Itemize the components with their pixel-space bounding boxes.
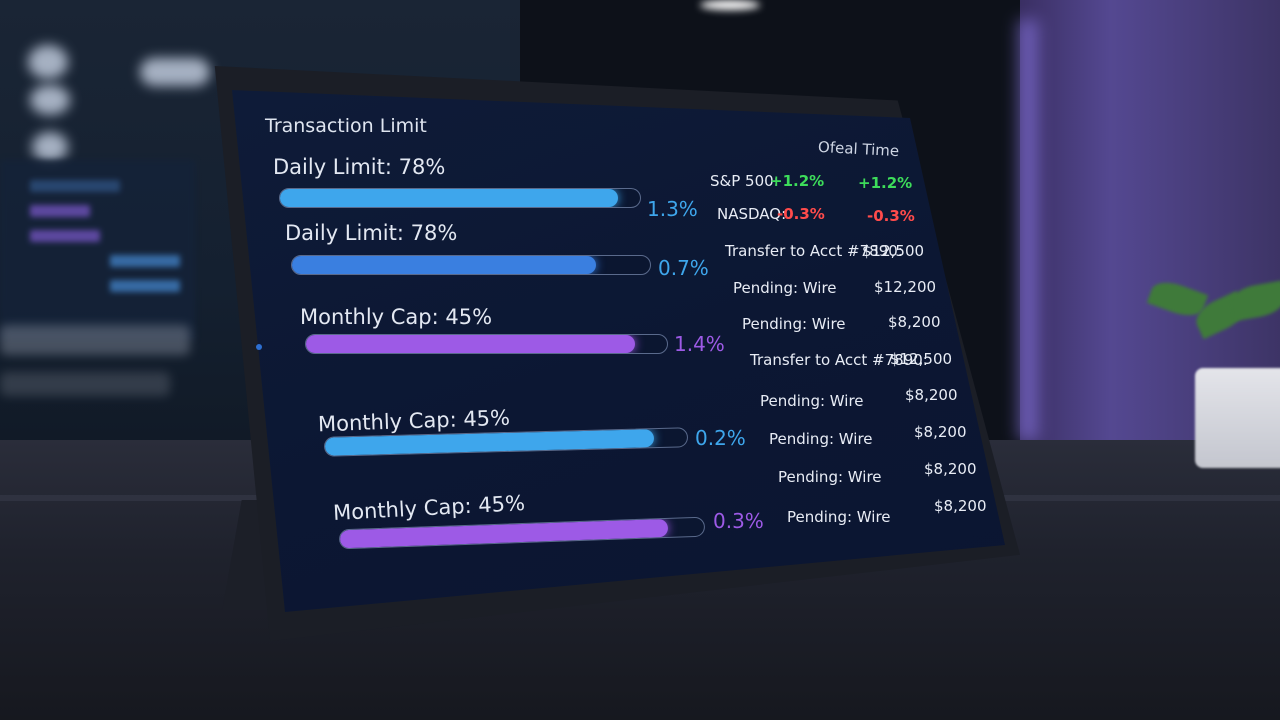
plant-pot: [1195, 368, 1280, 468]
transaction-amount: $12,500: [862, 242, 925, 260]
transaction-label: Pending: Wire: [760, 392, 864, 410]
limit-label: Daily Limit: 78%: [285, 221, 458, 245]
background-light: [140, 58, 210, 86]
background-shelf: [0, 372, 170, 396]
section-title: Transaction Limit: [265, 115, 427, 137]
transaction-label: Pending: Wire: [787, 508, 891, 526]
transaction-label: Pending: Wire: [742, 315, 846, 333]
ceiling-light: [700, 0, 760, 10]
limit-change: 1.3%: [647, 197, 698, 221]
ticker-value: +1.2%: [770, 172, 825, 190]
background-light: [30, 85, 70, 115]
background-light: [28, 45, 68, 79]
limit-change: 0.3%: [713, 509, 764, 533]
transaction-label: Pending: Wire: [733, 279, 837, 297]
camera-icon: [256, 344, 262, 350]
background-light: [32, 132, 68, 162]
ticker-name: S&P 500:: [710, 172, 779, 190]
transaction-amount: $8,200: [888, 313, 941, 331]
transaction-amount: $8,200: [924, 460, 977, 478]
ticker-value-secondary: -0.3%: [867, 207, 915, 225]
limit-progress-bar: [279, 188, 641, 208]
ticker-value-secondary: +1.2%: [858, 174, 913, 192]
limit-change: 1.4%: [674, 332, 725, 356]
limit-progress-bar: [291, 255, 651, 275]
transaction-label: Transfer to Acct #7890:: [725, 242, 903, 260]
background-monitor: [0, 160, 195, 340]
background-shelf: [0, 325, 190, 355]
limit-progress-fill: [306, 335, 635, 353]
transaction-label: Transfer to Acct #7890:: [750, 351, 928, 369]
transaction-label: Pending: Wire: [769, 430, 873, 448]
limit-progress-fill: [292, 256, 597, 274]
transaction-amount: $8,200: [934, 497, 987, 515]
background-purple-glow: [1018, 20, 1038, 440]
ticker-value: -0.3%: [777, 205, 825, 223]
transaction-amount: $12,200: [874, 278, 937, 296]
limit-label: Monthly Cap: 45%: [300, 305, 493, 329]
transaction-amount: $8,200: [905, 386, 958, 404]
limit-change: 0.7%: [658, 256, 709, 280]
limit-label: Daily Limit: 78%: [273, 155, 446, 179]
transaction-label: Pending: Wire: [778, 468, 882, 486]
limit-progress-fill: [280, 189, 619, 207]
limit-change: 0.2%: [695, 426, 746, 450]
transaction-amount: $8,200: [914, 423, 967, 441]
transaction-amount: $12,500: [890, 350, 953, 368]
ticker-name: NASDAQ:: [717, 205, 787, 223]
limit-progress-bar: [305, 334, 668, 354]
